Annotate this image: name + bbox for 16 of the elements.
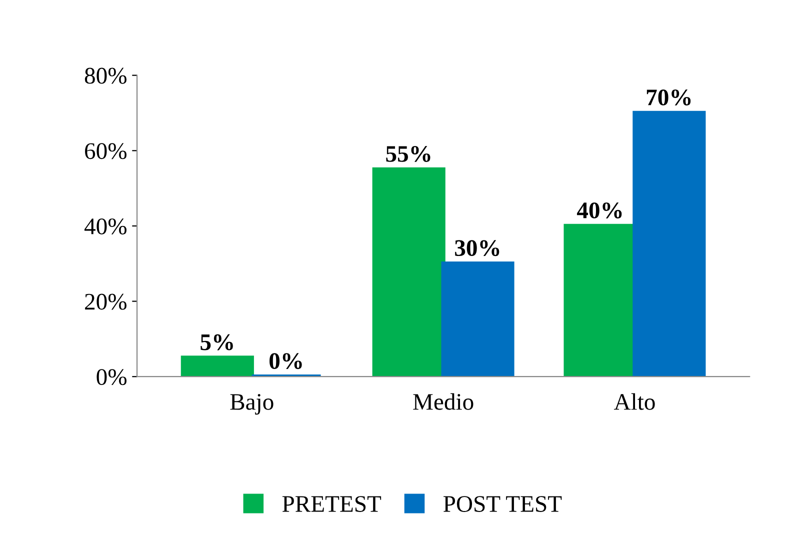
data-label: 30% [455,240,500,256]
data-label: 5% [200,334,233,350]
data-label: 40% [576,202,622,218]
y-tick-label: 0% [96,369,126,386]
x-tick-label: Alto [614,393,655,410]
legend-label: POST TEST [444,496,562,512]
y-tick-label: 60% [85,143,126,160]
legend-label: PRETEST [282,496,382,512]
data-label: 0% [270,353,302,370]
data-label: 70% [646,89,691,106]
y-tick-label: 20% [85,294,126,310]
data-label: 55% [386,146,430,162]
y-tick-label: 80% [84,68,126,84]
y-tick-label: 40% [84,218,126,234]
x-tick-label: Bajo [230,394,274,415]
x-tick-label: Medio [413,393,474,410]
